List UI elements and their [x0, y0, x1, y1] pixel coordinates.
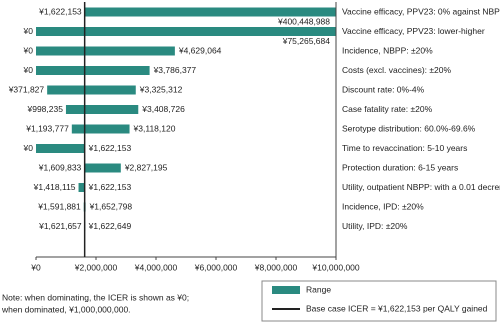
bar: [65, 105, 139, 114]
x-tick-label: ¥2,000,000: [74, 262, 118, 272]
category-label: Discount rate: 0%-4%: [342, 84, 425, 94]
legend-swatch: [272, 286, 300, 294]
bar: [36, 27, 336, 36]
legend-box: [261, 280, 497, 322]
high-value-label: ¥400,448,988: [277, 16, 330, 26]
plot-area: [36, 7, 336, 231]
legend-label: Base case ICER = ¥1,622,153 per QALY gai…: [306, 303, 488, 313]
x-tick-label: ¥0: [30, 262, 41, 272]
low-value-label: ¥1,193,777: [25, 123, 69, 133]
bar: [36, 66, 150, 75]
high-value-label: ¥3,786,377: [153, 65, 197, 75]
low-value-label: ¥0: [23, 26, 34, 36]
category-label: Case fatality rate: ±20%: [342, 104, 433, 114]
bar: [84, 163, 121, 173]
low-value-label: ¥0: [23, 65, 34, 75]
bar: [84, 7, 336, 17]
category-label: Vaccine efficacy, PPV23: lower-higher: [342, 26, 485, 36]
bar: [36, 144, 85, 153]
low-value-label: ¥1,621,657: [38, 221, 82, 231]
high-value-label: ¥1,622,153: [88, 143, 132, 153]
note: Note: when dominating, the ICER is shown…: [2, 292, 189, 302]
high-value-label: ¥3,408,726: [141, 104, 185, 114]
category-label: Utility, IPD: ±20%: [342, 221, 408, 231]
note: when dominated, ¥1,000,000,000.: [1, 304, 131, 314]
high-value-label: ¥1,652,798: [89, 201, 133, 211]
low-value-label: ¥998,235: [26, 104, 63, 114]
low-value-label: ¥1,609,833: [38, 162, 82, 172]
category-label: Utility, outpatient NBPP: with a 0.01 de…: [342, 182, 500, 192]
category-label: Costs (excl. vaccines): ±20%: [342, 65, 452, 75]
legend-label: Range: [306, 284, 331, 294]
bar: [36, 46, 175, 56]
high-value-label: ¥1,622,153: [88, 182, 132, 192]
category-label: Incidence, IPD: ±20%: [342, 201, 424, 211]
bar: [71, 124, 130, 134]
high-value-label: ¥1,622,649: [88, 221, 132, 231]
category-label: Time to revaccination: 5-10 years: [342, 143, 467, 153]
x-tick-label: ¥10,000,000: [311, 262, 360, 272]
high-value-label: ¥2,827,195: [124, 162, 168, 172]
high-value-label: ¥3,325,312: [139, 84, 183, 94]
category-label: Vaccine efficacy, PPV23: 0% against NBPP: [342, 6, 500, 16]
low-value-label: ¥371,827: [8, 84, 45, 94]
high-value-label: ¥4,629,064: [178, 45, 222, 55]
low-value-label: ¥1,591,881: [37, 201, 81, 211]
category-label: Protection duration: 6-15 years: [342, 162, 458, 172]
x-tick-label: ¥6,000,000: [194, 262, 238, 272]
low-value-label: ¥0: [23, 45, 34, 55]
category-label: Incidence, NBPP: ±20%: [342, 45, 433, 55]
bar: [47, 85, 136, 95]
x-tick-label: ¥8,000,000: [254, 262, 298, 272]
x-tick-label: ¥4,000,000: [134, 262, 178, 272]
category-label: Serotype distribution: 60.0%-69.6%: [342, 123, 476, 133]
low-value-label: ¥1,418,115: [33, 182, 76, 192]
low-value-label: ¥0: [23, 143, 34, 153]
bar: [78, 183, 85, 192]
low-value-label: ¥1,622,153: [38, 6, 82, 16]
high-value-label: ¥3,118,120: [133, 123, 176, 133]
high-value-label: ¥75,265,684: [282, 36, 331, 46]
